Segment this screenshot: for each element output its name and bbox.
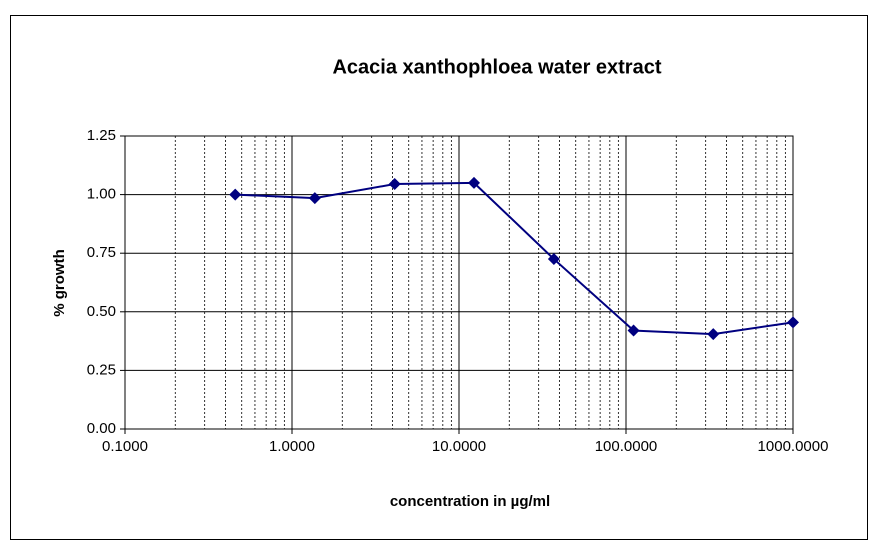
y-tick-label: 1.25 — [87, 127, 116, 144]
plot-border — [124, 135, 794, 430]
y-axis-label: % growth — [51, 249, 68, 317]
data-point — [707, 328, 720, 341]
chart-frame — [10, 15, 868, 540]
data-point — [468, 176, 481, 189]
data-point — [787, 316, 799, 329]
y-tick-label: 1.00 — [87, 186, 116, 203]
x-tick-label: 1.0000 — [269, 438, 315, 455]
data-point — [388, 178, 401, 191]
x-tick-label: 10.0000 — [432, 438, 486, 455]
y-tick-label: 0.75 — [87, 244, 116, 261]
data-point — [627, 324, 640, 337]
y-tick-label: 0.00 — [87, 420, 116, 437]
data-point — [547, 253, 560, 266]
x-axis-label: concentration in µg/ml — [390, 493, 550, 510]
y-tick-label: 0.50 — [87, 303, 116, 320]
x-tick-label: 100.0000 — [595, 438, 658, 455]
chart-title: Acacia xanthophloea water extract — [332, 56, 661, 78]
x-tick-label: 0.1000 — [102, 438, 148, 455]
x-tick-label: 1000.0000 — [758, 438, 829, 455]
series-line — [235, 181, 794, 336]
y-tick-label: 0.25 — [87, 361, 116, 378]
data-point — [229, 188, 242, 201]
data-point — [308, 192, 321, 205]
